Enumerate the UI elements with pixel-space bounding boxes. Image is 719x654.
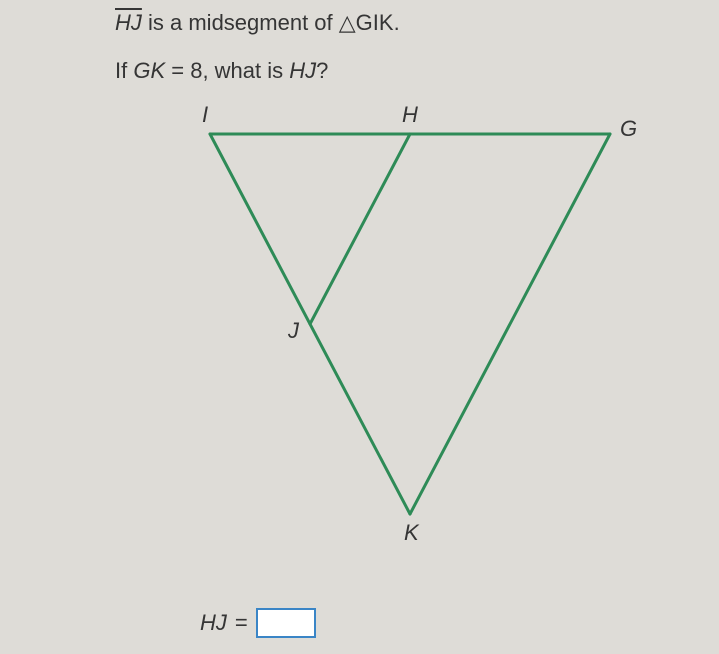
answer-eq: = <box>235 610 248 636</box>
line2-ask-hj: HJ <box>289 58 316 83</box>
vertex-label-G: G <box>620 116 637 142</box>
statement-line-1: HJ is a midsegment of △GIK. <box>115 10 675 36</box>
line1-rest: is a midsegment of △GIK. <box>142 10 400 35</box>
line2-suffix: ? <box>316 58 328 83</box>
triangle-diagram: I H G J K <box>115 94 675 534</box>
vertex-label-K: K <box>404 520 419 546</box>
line2-prefix: If <box>115 58 133 83</box>
answer-lhs: HJ <box>200 610 227 636</box>
answer-row: HJ = <box>200 608 316 638</box>
line2-mid: = 8, what is <box>165 58 289 83</box>
answer-input[interactable] <box>256 608 316 638</box>
vertex-label-H: H <box>402 102 418 128</box>
line2-var-gk: GK <box>133 58 165 83</box>
vertex-label-I: I <box>202 102 208 128</box>
diagram-svg <box>115 94 675 534</box>
statement-line-2: If GK = 8, what is HJ? <box>115 58 675 84</box>
problem-statement: HJ is a midsegment of △GIK. If GK = 8, w… <box>115 10 675 534</box>
vertex-label-J: J <box>288 318 299 344</box>
segment-hj: HJ <box>115 10 142 35</box>
